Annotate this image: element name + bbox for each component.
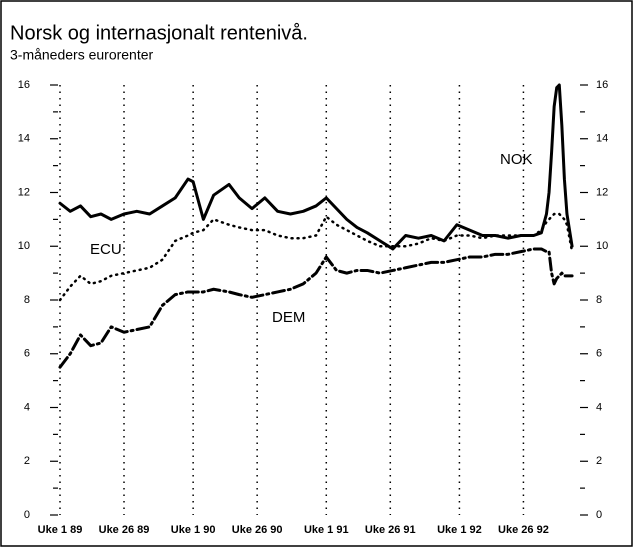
y-tick-label: 16 [18, 79, 30, 91]
x-tick-label: Uke 1 92 [437, 524, 482, 536]
line-series [58, 83, 574, 251]
x-tick-label: Uke 26 89 [99, 524, 150, 536]
line-series [58, 247, 574, 369]
y2-tick-label: 16 [596, 79, 608, 91]
series-label: DEM [272, 309, 305, 326]
y-tick-label: 12 [18, 186, 30, 198]
line-series [58, 212, 574, 302]
y-tick-label: 4 [24, 401, 30, 413]
y2-tick-label: 2 [596, 455, 602, 467]
x-tick-label: Uke 1 90 [171, 524, 216, 536]
x-tick-label: Uke 26 90 [232, 524, 283, 536]
x-tick-label: Uke 1 91 [304, 524, 349, 536]
y2-tick-label: 4 [596, 401, 602, 413]
chart-subtitle: 3-måneders eurorenter [10, 47, 154, 63]
y-tick-label: 2 [24, 455, 30, 467]
y2-tick-label: 12 [596, 186, 608, 198]
y2-tick-label: 14 [596, 133, 608, 145]
y2-tick-label: 0 [596, 509, 602, 521]
y-tick-label: 14 [18, 133, 30, 145]
y-tick-label: 8 [24, 294, 30, 306]
x-tick-label: Uke 1 89 [38, 524, 83, 536]
series-label: ECU [90, 241, 122, 258]
y-tick-label: 10 [18, 240, 30, 252]
y-tick-label: 0 [24, 509, 30, 521]
x-tick-label: Uke 26 91 [365, 524, 416, 536]
y2-tick-label: 6 [596, 348, 602, 360]
chart-title: Norsk og internasjonalt rentenivå. [10, 22, 308, 44]
series-label: NOK [500, 151, 533, 168]
y2-tick-label: 8 [596, 294, 602, 306]
y2-tick-label: 10 [596, 240, 608, 252]
x-tick-label: Uke 26 92 [498, 524, 549, 536]
y-tick-label: 6 [24, 348, 30, 360]
